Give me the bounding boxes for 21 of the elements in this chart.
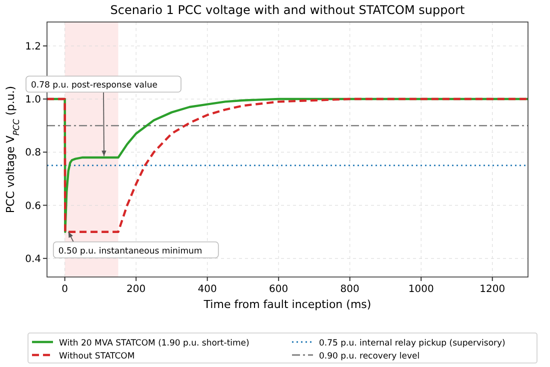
y-tick-label: 0.4 (25, 254, 41, 265)
annotation: 0.78 p.u. post-response value (31, 80, 158, 91)
y-tick-label: 0.8 (25, 148, 41, 159)
chart-title: Scenario 1 PCC voltage with and without STATCOM support (110, 3, 466, 17)
annotation: 0.50 p.u. instantaneous minimum (58, 246, 202, 256)
x-tick-label: 1200 (480, 284, 506, 295)
legend-label: 0.90 p.u. recovery level (319, 352, 420, 362)
x-axis-title: Time from fault inception (ms) (202, 298, 372, 311)
legend-label: With 20 MVA STATCOM (1.90 p.u. short-time) (59, 338, 250, 348)
x-tick-label: 800 (340, 284, 360, 295)
y-tick-label: 1.2 (25, 41, 41, 52)
x-tick-label: 1000 (408, 284, 434, 295)
legend-label: 0.75 p.u. internal relay pickup (supervisory) (319, 338, 506, 348)
y-tick-label: 0.6 (25, 200, 41, 212)
legend-label: Without STATCOM (59, 352, 135, 362)
x-tick-label: 0 (62, 284, 68, 295)
x-tick-label: 400 (198, 284, 217, 295)
line-series (46, 98, 530, 233)
y-tick-label: 1.0 (25, 94, 41, 106)
x-tick-label: 600 (269, 284, 288, 295)
x-tick-label: 200 (126, 284, 146, 295)
